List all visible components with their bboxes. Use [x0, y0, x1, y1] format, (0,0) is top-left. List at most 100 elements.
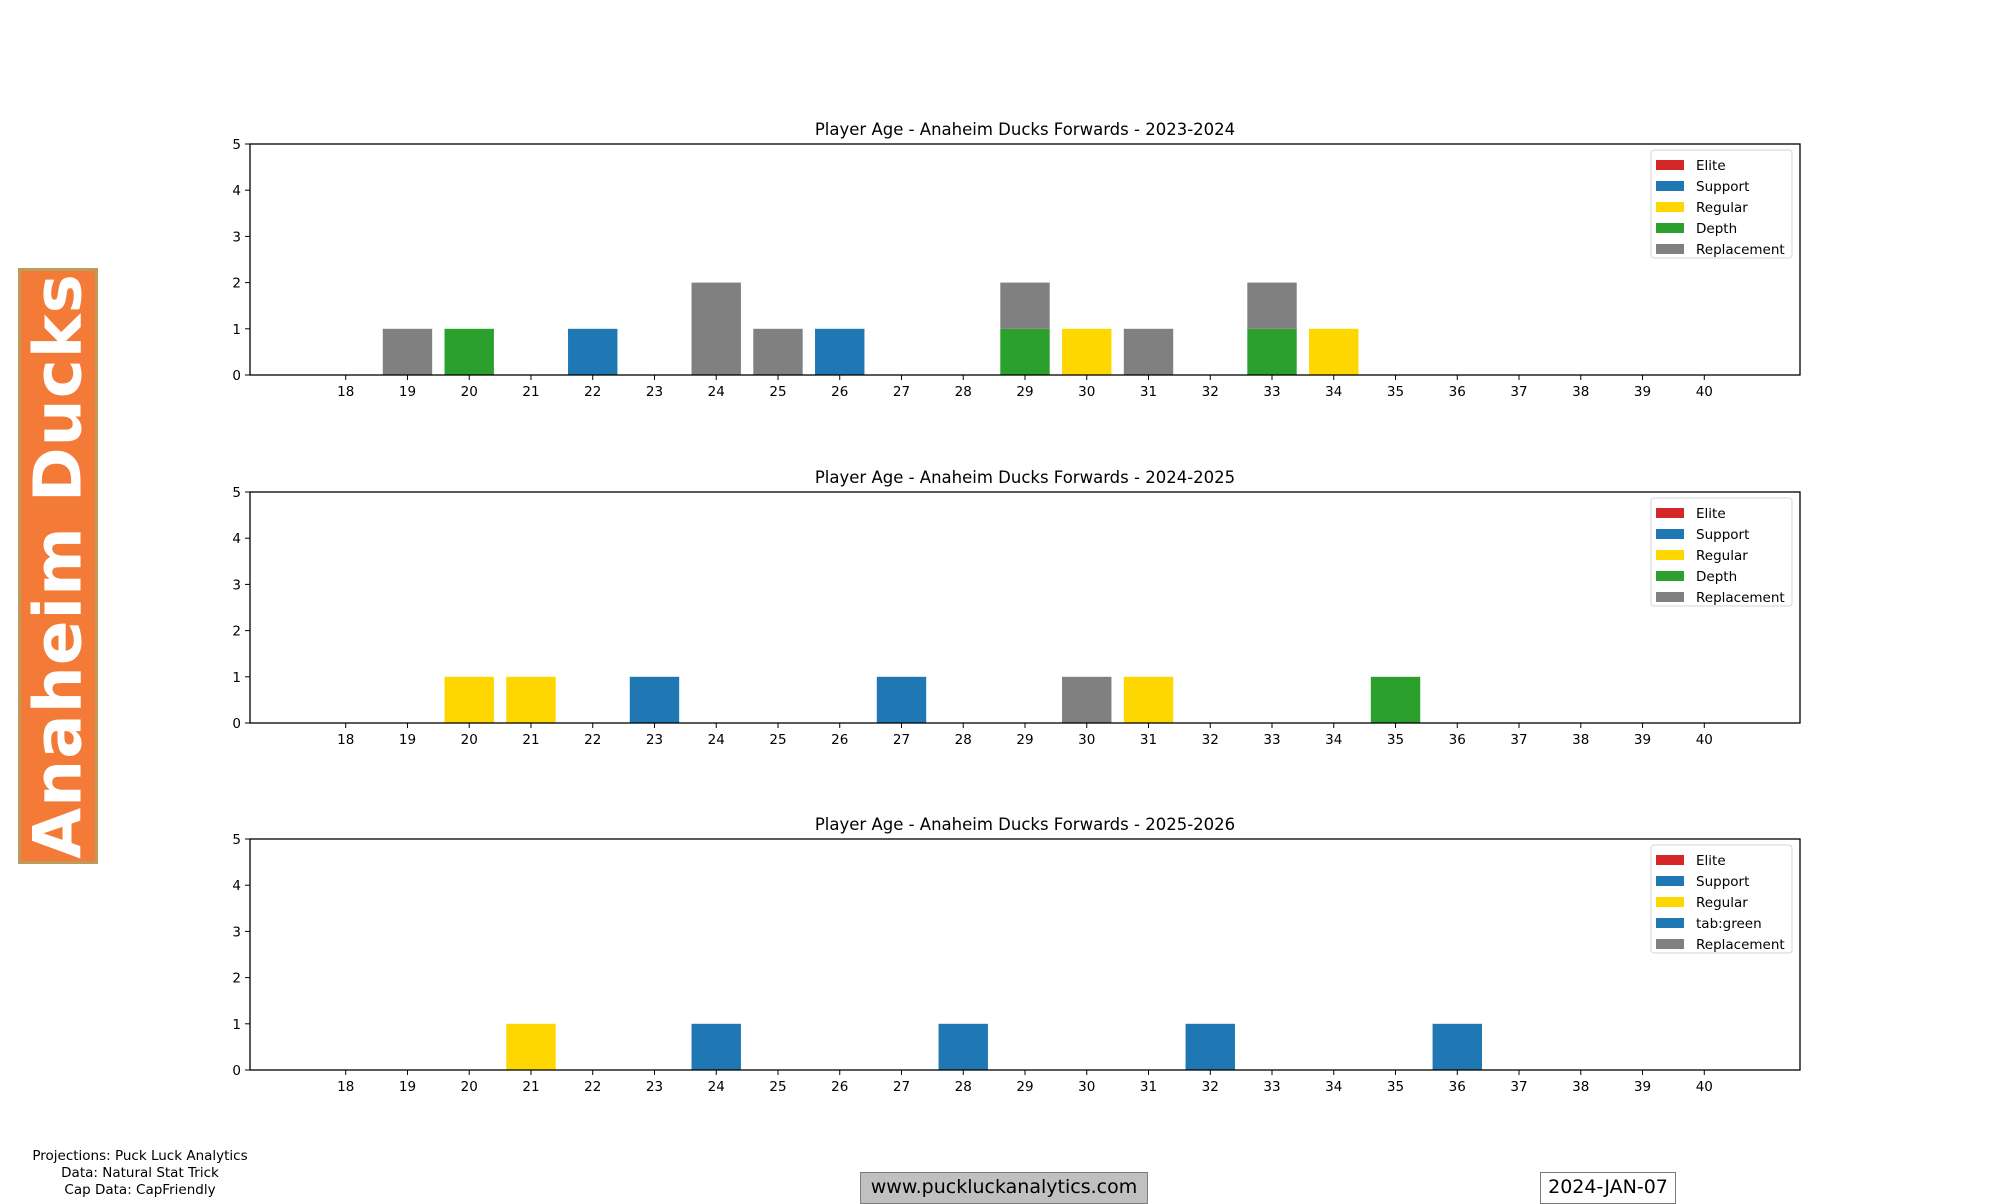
x-tick-label: 22	[584, 1079, 601, 1095]
legend-label: Depth	[1696, 569, 1737, 585]
x-tick-label: 26	[831, 384, 848, 400]
credits-block: Projections: Puck Luck Analytics Data: N…	[20, 1148, 260, 1199]
x-tick-label: 25	[769, 384, 786, 400]
legend-swatch	[1656, 571, 1684, 581]
legend: Elite Support Regular Depth Replacement	[1650, 149, 1793, 259]
legend-label: Regular	[1696, 895, 1748, 911]
legend-box	[1650, 497, 1793, 607]
age-chart-2023-2024: Player Age - Anaheim Ducks Forwards - 20…	[232, 120, 1801, 400]
legend-swatch	[1656, 202, 1684, 212]
y-tick-label: 1	[232, 670, 241, 686]
x-tick-label: 34	[1325, 732, 1342, 748]
y-tick-label: 3	[232, 229, 241, 245]
bar-regular-age-21	[506, 676, 556, 723]
legend-swatch	[1656, 160, 1684, 170]
legend-label: Depth	[1696, 221, 1737, 237]
y-tick-label: 0	[232, 1063, 241, 1079]
bar-support-age-23	[629, 676, 680, 723]
x-tick-label: 32	[1202, 384, 1219, 400]
bar-support-age-28	[938, 1023, 988, 1070]
x-tick-label: 31	[1140, 1079, 1157, 1095]
bar-support-age-24	[691, 1023, 741, 1070]
x-tick-label: 38	[1572, 1079, 1589, 1095]
x-tick-label: 37	[1510, 732, 1527, 748]
y-tick-label: 4	[232, 183, 241, 199]
plot-frame	[249, 838, 1801, 1071]
bar-replacement-age-19	[382, 328, 433, 375]
x-tick-label: 31	[1140, 384, 1157, 400]
x-tick-label: 40	[1696, 732, 1713, 748]
bar-depth-age-33	[1247, 328, 1297, 375]
x-tick-label: 21	[522, 384, 539, 400]
x-tick-label: 36	[1449, 1079, 1466, 1095]
legend-box	[1650, 149, 1793, 259]
legend-swatch	[1656, 550, 1684, 560]
legend-swatch	[1656, 897, 1684, 907]
bar-regular-age-34	[1309, 328, 1359, 375]
x-tick-label: 26	[831, 1079, 848, 1095]
x-tick-label: 28	[955, 732, 972, 748]
chart-title: Player Age - Anaheim Ducks Forwards - 20…	[815, 468, 1235, 487]
legend-label: Elite	[1696, 158, 1726, 174]
x-tick-label: 19	[399, 384, 416, 400]
x-tick-label: 33	[1263, 384, 1280, 400]
x-tick-label: 37	[1510, 1079, 1527, 1095]
age-chart-2025-2026: Player Age - Anaheim Ducks Forwards - 20…	[232, 815, 1801, 1095]
bar-replacement-age-29	[1000, 282, 1050, 329]
legend: Elite Support Regular tab:green Replacement	[1650, 844, 1793, 954]
legend-label: tab:green	[1696, 916, 1762, 932]
y-tick-label: 5	[232, 137, 241, 153]
bar-depth-age-20	[444, 328, 494, 375]
legend-label: Support	[1696, 179, 1749, 195]
x-tick-label: 39	[1634, 1079, 1651, 1095]
x-tick-label: 25	[769, 732, 786, 748]
x-tick-label: 28	[955, 1079, 972, 1095]
legend-swatch	[1656, 529, 1684, 539]
x-tick-label: 27	[893, 732, 910, 748]
credit-projections: Projections: Puck Luck Analytics	[32, 1148, 248, 1164]
legend-label: Replacement	[1696, 242, 1785, 258]
bar-support-age-26	[815, 328, 865, 375]
bar-support-age-36	[1432, 1023, 1482, 1070]
x-tick-label: 39	[1634, 384, 1651, 400]
x-tick-label: 24	[708, 384, 725, 400]
x-tick-label: 38	[1572, 384, 1589, 400]
legend-swatch	[1656, 508, 1684, 518]
x-tick-label: 33	[1263, 1079, 1280, 1095]
y-tick-label: 3	[232, 924, 241, 940]
y-tick-label: 0	[232, 716, 241, 732]
chart-title: Player Age - Anaheim Ducks Forwards - 20…	[815, 815, 1235, 834]
x-tick-label: 21	[522, 732, 539, 748]
x-tick-label: 21	[522, 1079, 539, 1095]
x-tick-label: 40	[1696, 1079, 1713, 1095]
y-tick-label: 4	[232, 878, 241, 894]
bar-depth-age-29	[1000, 328, 1050, 375]
x-tick-label: 22	[584, 384, 601, 400]
x-tick-label: 25	[769, 1079, 786, 1095]
legend-swatch	[1656, 223, 1684, 233]
legend-swatch	[1656, 181, 1684, 191]
y-tick-label: 3	[232, 577, 241, 593]
y-tick-label: 2	[232, 971, 241, 987]
x-tick-label: 22	[584, 732, 601, 748]
website-label: www.puckluckanalytics.com	[860, 1172, 1148, 1204]
x-tick-label: 40	[1696, 384, 1713, 400]
x-tick-label: 32	[1202, 1079, 1219, 1095]
y-tick-label: 0	[232, 368, 241, 384]
age-chart-2024-2025: Player Age - Anaheim Ducks Forwards - 20…	[232, 468, 1801, 748]
date-label: 2024-JAN-07	[1540, 1172, 1676, 1204]
x-tick-label: 36	[1449, 384, 1466, 400]
y-tick-label: 2	[232, 624, 241, 640]
x-tick-label: 23	[646, 384, 663, 400]
legend-swatch	[1656, 876, 1684, 886]
legend-label: Regular	[1696, 548, 1748, 564]
x-tick-label: 29	[1016, 1079, 1033, 1095]
bar-depth-age-35	[1370, 676, 1421, 723]
legend: Elite Support Regular Depth Replacement	[1650, 497, 1793, 607]
x-tick-label: 23	[646, 1079, 663, 1095]
x-tick-label: 39	[1634, 732, 1651, 748]
y-tick-label: 2	[232, 276, 241, 292]
x-tick-label: 30	[1078, 384, 1095, 400]
y-tick-label: 5	[232, 832, 241, 848]
bar-replacement-age-31	[1123, 328, 1174, 375]
